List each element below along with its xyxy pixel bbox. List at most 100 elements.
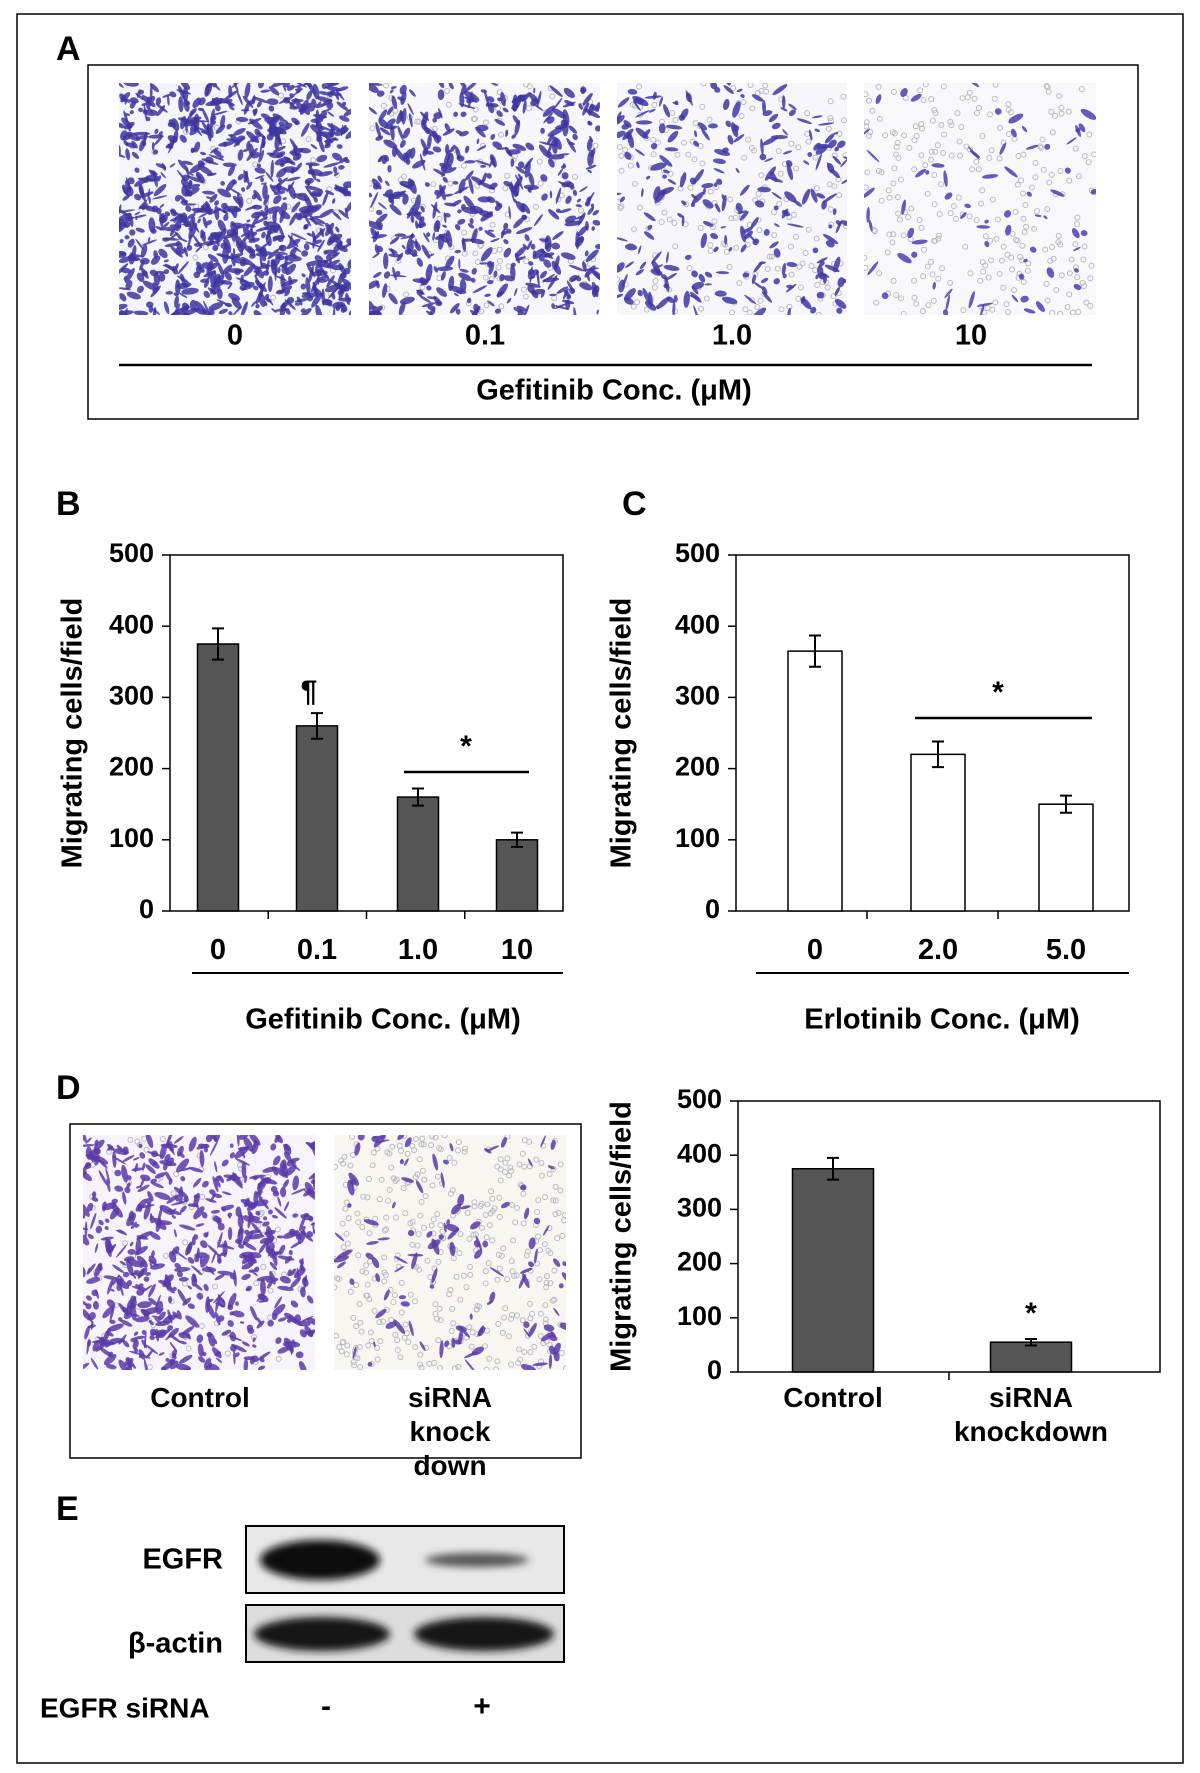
cell (522, 1273, 530, 1289)
pore (559, 1232, 566, 1239)
cell (94, 1155, 109, 1165)
cell (510, 158, 515, 167)
cell (590, 104, 600, 112)
cell (83, 1362, 90, 1370)
cell (392, 191, 407, 198)
cell (866, 206, 870, 223)
pore (757, 297, 764, 304)
cell (211, 120, 217, 126)
pore (681, 139, 688, 146)
cell (272, 145, 286, 153)
cell (143, 1276, 150, 1282)
cell (494, 203, 503, 212)
cell (782, 129, 788, 136)
cell (635, 110, 650, 118)
cell (254, 128, 262, 137)
cell (664, 273, 677, 281)
pore (928, 156, 935, 163)
cell (976, 225, 991, 229)
cell (235, 234, 244, 250)
cell (104, 1226, 109, 1231)
cell (210, 1209, 220, 1214)
cell (207, 287, 217, 295)
pore (1075, 309, 1082, 315)
cell (517, 173, 523, 180)
cell (162, 1163, 168, 1171)
cell (316, 154, 328, 163)
cell (281, 83, 287, 92)
pore (192, 254, 199, 261)
cell (206, 260, 214, 275)
pore (482, 1280, 489, 1287)
cell (277, 1196, 282, 1207)
cell (111, 1275, 120, 1286)
pore (535, 1197, 542, 1204)
cell (452, 181, 459, 185)
pore (467, 1271, 474, 1278)
cell (982, 174, 999, 179)
cell (125, 148, 131, 161)
cell (585, 220, 589, 231)
cell (152, 149, 159, 155)
pore (536, 158, 543, 165)
cell (229, 1152, 235, 1159)
cell (150, 1182, 164, 1189)
cell (546, 139, 554, 156)
cell (383, 252, 389, 270)
cell (345, 129, 351, 140)
pore (377, 1338, 384, 1345)
pore (500, 1245, 507, 1252)
cell (401, 244, 406, 250)
pore (393, 1214, 400, 1221)
pore (338, 1157, 345, 1164)
pore (461, 1148, 468, 1155)
cell (94, 1262, 103, 1278)
pore (557, 1187, 564, 1194)
cell (290, 232, 307, 241)
cell (253, 1175, 258, 1181)
cell (165, 1334, 172, 1341)
pore (394, 1347, 401, 1354)
pore (1049, 310, 1056, 315)
cell (258, 1196, 263, 1201)
cell (269, 1261, 278, 1271)
cell (263, 300, 268, 307)
cell (102, 1202, 117, 1211)
cell (387, 164, 392, 173)
pore (1066, 270, 1073, 277)
cell (372, 1135, 386, 1139)
cell (651, 260, 661, 276)
cell (311, 1141, 315, 1159)
cell (538, 144, 550, 158)
cell (555, 187, 562, 204)
cell (943, 170, 948, 187)
pore (698, 305, 705, 312)
pore (447, 1286, 454, 1293)
cell (266, 98, 279, 106)
cell (239, 258, 245, 263)
pore (864, 91, 869, 98)
cell (426, 310, 434, 315)
cell (129, 1295, 137, 1309)
pore (429, 1135, 436, 1140)
pore (1080, 283, 1087, 290)
cell (172, 1311, 180, 1319)
cell (227, 1214, 231, 1219)
cell (233, 1269, 237, 1287)
cell (241, 1161, 247, 1179)
cell (458, 1330, 463, 1345)
cell (426, 1231, 433, 1238)
cell (294, 302, 300, 306)
pore (947, 279, 954, 286)
cell (525, 282, 541, 288)
cell (376, 90, 385, 97)
pore (918, 224, 925, 231)
pore (334, 1163, 339, 1170)
cell (409, 252, 418, 257)
cell (1046, 267, 1055, 278)
cell (321, 288, 325, 306)
cell (271, 1214, 279, 1219)
cell (837, 277, 845, 288)
pore (417, 1351, 424, 1358)
cell (161, 163, 167, 171)
